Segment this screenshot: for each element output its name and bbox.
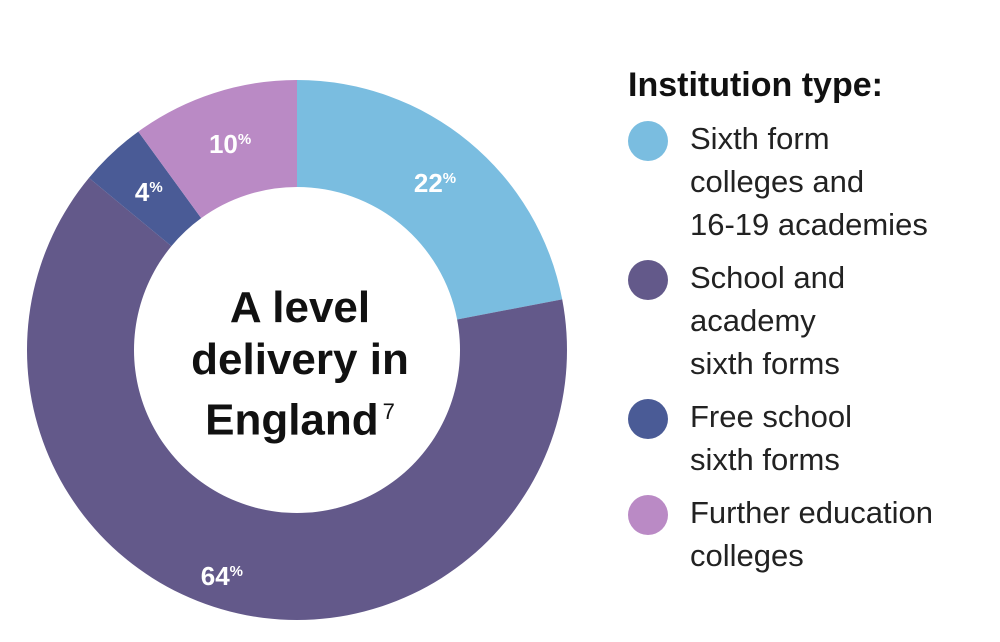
legend-label-1-line-2: colleges and	[690, 164, 865, 199]
donut-slice-1	[297, 80, 563, 320]
legend-label-1: Sixth form colleges and 16-19 academies	[690, 117, 928, 246]
legend-label-1-line-3: 16-19 academies	[690, 207, 928, 242]
legend-label-2-line-3: sixth forms	[690, 346, 840, 381]
legend-item-4: Further education colleges	[628, 491, 1000, 577]
slice-percent-sign-4: %	[238, 131, 251, 148]
legend-swatch-4	[628, 495, 668, 535]
legend-label-1-line-1: Sixth form	[690, 121, 830, 156]
center-title-line-3-text: England	[205, 395, 379, 445]
chart-center-title: A level delivery in England 7	[140, 282, 460, 447]
donut-slice-4	[138, 80, 297, 219]
legend-swatch-1	[628, 121, 668, 161]
legend-label-3-line-1: Free school	[690, 399, 852, 434]
slice-value-1: 22	[414, 168, 443, 198]
legend-label-3-line-2: sixth forms	[690, 442, 840, 477]
slice-value-3: 4	[135, 177, 150, 207]
slice-value-4: 10	[209, 129, 238, 159]
donut-slice-2	[26, 177, 567, 621]
legend-label-4-line-1: Further education	[690, 495, 933, 530]
legend-label-2-line-2: academy	[690, 303, 816, 338]
donut-chart: 22%64%4%10%	[26, 80, 567, 621]
donut-slice-3	[88, 131, 202, 247]
footnote-marker: 7	[382, 399, 395, 424]
slice-percent-sign-1: %	[443, 170, 456, 187]
legend-swatch-2	[628, 260, 668, 300]
legend-label-2: School and academy sixth forms	[690, 256, 845, 385]
legend-title: Institution type:	[628, 66, 883, 104]
legend-label-3: Free school sixth forms	[690, 395, 852, 481]
legend-item-1: Sixth form colleges and 16-19 academies	[628, 117, 1000, 246]
legend-swatch-3	[628, 399, 668, 439]
slice-percent-sign-3: %	[149, 179, 162, 196]
legend: Institution type: Sixth form colleges and…	[628, 66, 1000, 587]
legend-item-3: Free school sixth forms	[628, 395, 1000, 481]
center-title-line-2: delivery in	[191, 335, 409, 384]
slice-label-3: 4%	[135, 177, 163, 207]
center-title-line-1: A level	[229, 283, 371, 332]
slice-percent-sign-2: %	[230, 563, 243, 580]
slice-label-4: 10%	[209, 129, 251, 159]
legend-items: Sixth form colleges and 16-19 academies Sch…	[628, 117, 1000, 577]
legend-label-4-line-2: colleges	[690, 538, 804, 573]
legend-label-2-line-1: School and	[690, 260, 846, 295]
center-title-line-3: England 7	[140, 386, 460, 447]
slice-label-1: 22%	[414, 168, 456, 198]
slice-label-2: 64%	[201, 561, 243, 591]
legend-item-2: School and academy sixth forms	[628, 256, 1000, 385]
legend-label-4: Further education colleges	[690, 491, 933, 577]
slice-value-2: 64	[201, 561, 230, 591]
